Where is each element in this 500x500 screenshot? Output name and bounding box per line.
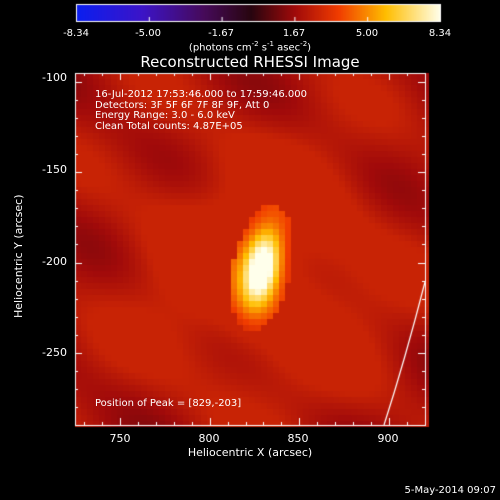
y-tick-label-1: -150 <box>42 163 67 176</box>
x-axis-label: Heliocentric X (arcsec) <box>187 446 313 459</box>
y-tick-label-2: -200 <box>42 255 67 268</box>
x-tick-label-1: 800 <box>198 432 220 445</box>
colorbar-tick-0: -8.34 <box>63 28 89 39</box>
colorbar-tick-1: -5.00 <box>135 28 161 39</box>
x-tick-label-0: 750 <box>109 432 131 445</box>
info-detectors: Detectors: 3F 5F 6F 7F 8F 9F, Att 0 <box>95 99 270 111</box>
footer-date: 5-May-2014 09:07 <box>404 485 496 496</box>
info-energy-range: Energy Range: 3.0 - 6.0 keV <box>95 110 235 121</box>
x-tick-label-2: 850 <box>287 432 309 445</box>
colorbar-unit-label: (photons cm-2 s-1 asec-2) <box>188 40 312 54</box>
y-axis-label: Heliocentric Y (arcsec) <box>12 194 25 318</box>
observation-info: 16-Jul-2012 17:53:46.000 to 17:59:46.000… <box>95 89 307 132</box>
info-clean-counts: Clean Total counts: 4.87E+05 <box>95 120 243 132</box>
peak-position-text: Position of Peak = [829,-203] <box>95 398 242 409</box>
colorbar-tick-2: -1.67 <box>208 28 234 39</box>
colorbar-tick-4: 5.00 <box>355 28 379 39</box>
y-tick-label-3: -250 <box>42 346 67 359</box>
colorbar-tick-5: 8.34 <box>428 28 452 39</box>
colorbar-tick-3: 1.67 <box>282 28 306 39</box>
x-tick-label-3: 900 <box>377 432 399 445</box>
y-tick-label-0: -100 <box>42 71 67 84</box>
info-time-range: 16-Jul-2012 17:53:46.000 to 17:59:46.000 <box>95 89 307 100</box>
plot-title: Reconstructed RHESSI Image <box>140 53 360 71</box>
